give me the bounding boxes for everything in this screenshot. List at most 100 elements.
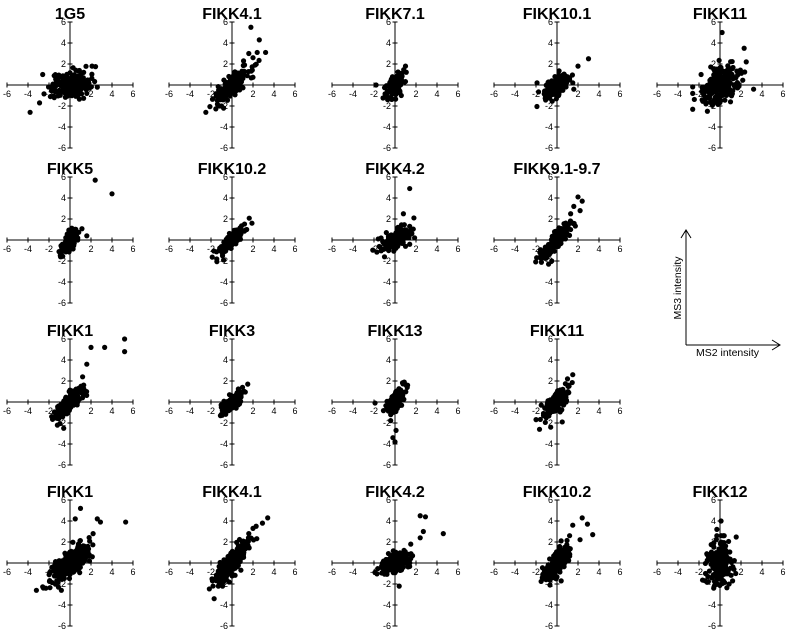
y-tick-label: 2 [223, 376, 228, 386]
data-point [210, 583, 216, 589]
key-x-arrowhead [771, 339, 781, 351]
data-point [410, 226, 416, 232]
data-point [240, 58, 247, 64]
data-point [214, 259, 220, 265]
data-point [256, 37, 262, 43]
data-point [555, 567, 561, 573]
data-point [252, 62, 258, 68]
data-point [394, 82, 400, 88]
data-point [380, 95, 386, 101]
data-point [77, 537, 83, 544]
data-point [561, 83, 567, 89]
data-point [239, 75, 245, 81]
data-point [207, 104, 213, 110]
x-tick-label: -2 [532, 244, 540, 254]
data-point [225, 559, 231, 565]
data-point [47, 569, 53, 575]
y-tick-label: -4 [545, 600, 553, 610]
data-point [568, 211, 574, 217]
data-point [538, 402, 544, 408]
y-tick-label: -4 [220, 277, 228, 287]
y-tick-label: 6 [711, 495, 716, 505]
data-point [69, 561, 75, 567]
data-point [705, 82, 711, 88]
x-tick-label: 4 [109, 89, 114, 99]
data-point [715, 550, 722, 556]
data-point [547, 582, 553, 588]
data-point [730, 76, 736, 82]
data-point [562, 78, 568, 85]
x-tick-label: 6 [130, 89, 135, 99]
data-point [215, 570, 221, 577]
x-tick-label: -2 [370, 406, 378, 416]
x-tick-label: -6 [328, 89, 336, 99]
data-point [733, 534, 739, 540]
data-point [553, 233, 559, 239]
data-point [554, 402, 560, 408]
y-tick-label: -4 [383, 122, 391, 132]
data-point [90, 542, 96, 548]
panel-title: FIKK13 [367, 323, 422, 340]
data-point [539, 565, 546, 571]
data-point [727, 90, 734, 96]
data-point [81, 69, 87, 75]
panel-title: FIKK10.2 [198, 161, 267, 178]
y-tick-label: 4 [223, 193, 228, 203]
y-tick-label: 4 [548, 193, 553, 203]
data-point [570, 80, 576, 86]
y-tick-label: 2 [386, 59, 391, 69]
data-point [33, 587, 40, 593]
x-tick-label: -2 [532, 89, 540, 99]
panel-title: FIKK1 [47, 484, 93, 501]
y-tick-label: -6 [220, 143, 228, 153]
x-tick-label: 4 [271, 406, 276, 416]
data-point [63, 570, 69, 576]
data-point [727, 99, 734, 105]
data-point [549, 559, 556, 566]
y-tick-label: 4 [548, 38, 553, 48]
x-tick-label: 4 [109, 406, 114, 416]
data-point [388, 418, 394, 424]
data-point [407, 185, 413, 192]
data-point [712, 71, 718, 77]
data-point [690, 106, 696, 112]
data-point [73, 550, 79, 557]
data-point [391, 558, 397, 564]
scatter-panels: 1G5-6-6-4-4-2-2224466FIKK4.1-6-6-4-4-2-2… [3, 6, 786, 630]
data-point [40, 71, 46, 78]
data-point [388, 232, 395, 238]
y-tick-label: -6 [220, 460, 228, 470]
x-tick-label: -2 [695, 89, 703, 99]
x-tick-label: 2 [738, 89, 743, 99]
x-tick-label: -6 [3, 567, 11, 577]
y-tick-label: 6 [61, 17, 66, 27]
data-point [690, 90, 696, 96]
data-point [244, 226, 250, 233]
data-point [553, 558, 560, 564]
data-point [51, 409, 58, 415]
y-tick-label: -4 [220, 439, 228, 449]
y-tick-label: -2 [383, 579, 391, 589]
data-point [76, 67, 82, 74]
data-point [65, 404, 71, 410]
y-tick-label: 4 [711, 516, 716, 526]
x-tick-label: 4 [596, 89, 601, 99]
data-point [90, 531, 96, 537]
data-point [211, 248, 217, 254]
data-point [222, 246, 228, 253]
x-tick-label: -4 [186, 567, 194, 577]
scatter-panel: FIKK9.1-9.7 -6 -6 -4 -4 -2 -2 2 2 4 4 6 6 [490, 161, 623, 308]
data-point [122, 349, 128, 355]
data-point [389, 78, 395, 85]
data-point [230, 559, 236, 565]
data-point [375, 236, 381, 242]
y-tick-label: 6 [223, 172, 228, 182]
y-tick-label: -6 [708, 621, 716, 630]
data-point [228, 403, 234, 409]
y-tick-label: 6 [223, 495, 228, 505]
y-tick-label: -4 [58, 439, 66, 449]
x-tick-label: 4 [759, 89, 764, 99]
data-point [707, 77, 713, 83]
data-point [571, 220, 577, 227]
